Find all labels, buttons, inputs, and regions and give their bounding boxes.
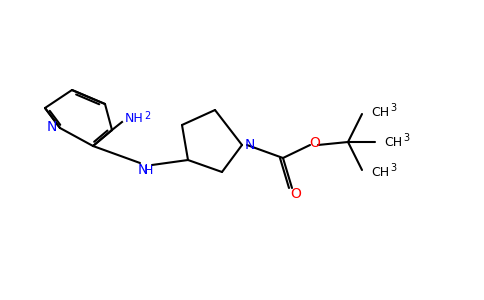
Text: 2: 2 [144,111,150,121]
Text: CH: CH [371,166,389,178]
Text: N: N [47,120,57,134]
Text: N: N [138,163,148,177]
Text: O: O [310,136,320,150]
Text: H: H [143,164,152,176]
Text: CH: CH [371,106,389,118]
Text: CH: CH [384,136,402,148]
Text: NH: NH [124,112,143,124]
Text: 3: 3 [403,133,409,143]
Text: 3: 3 [390,103,396,113]
Text: 3: 3 [390,163,396,173]
Text: O: O [290,187,302,201]
Text: N: N [245,138,255,152]
